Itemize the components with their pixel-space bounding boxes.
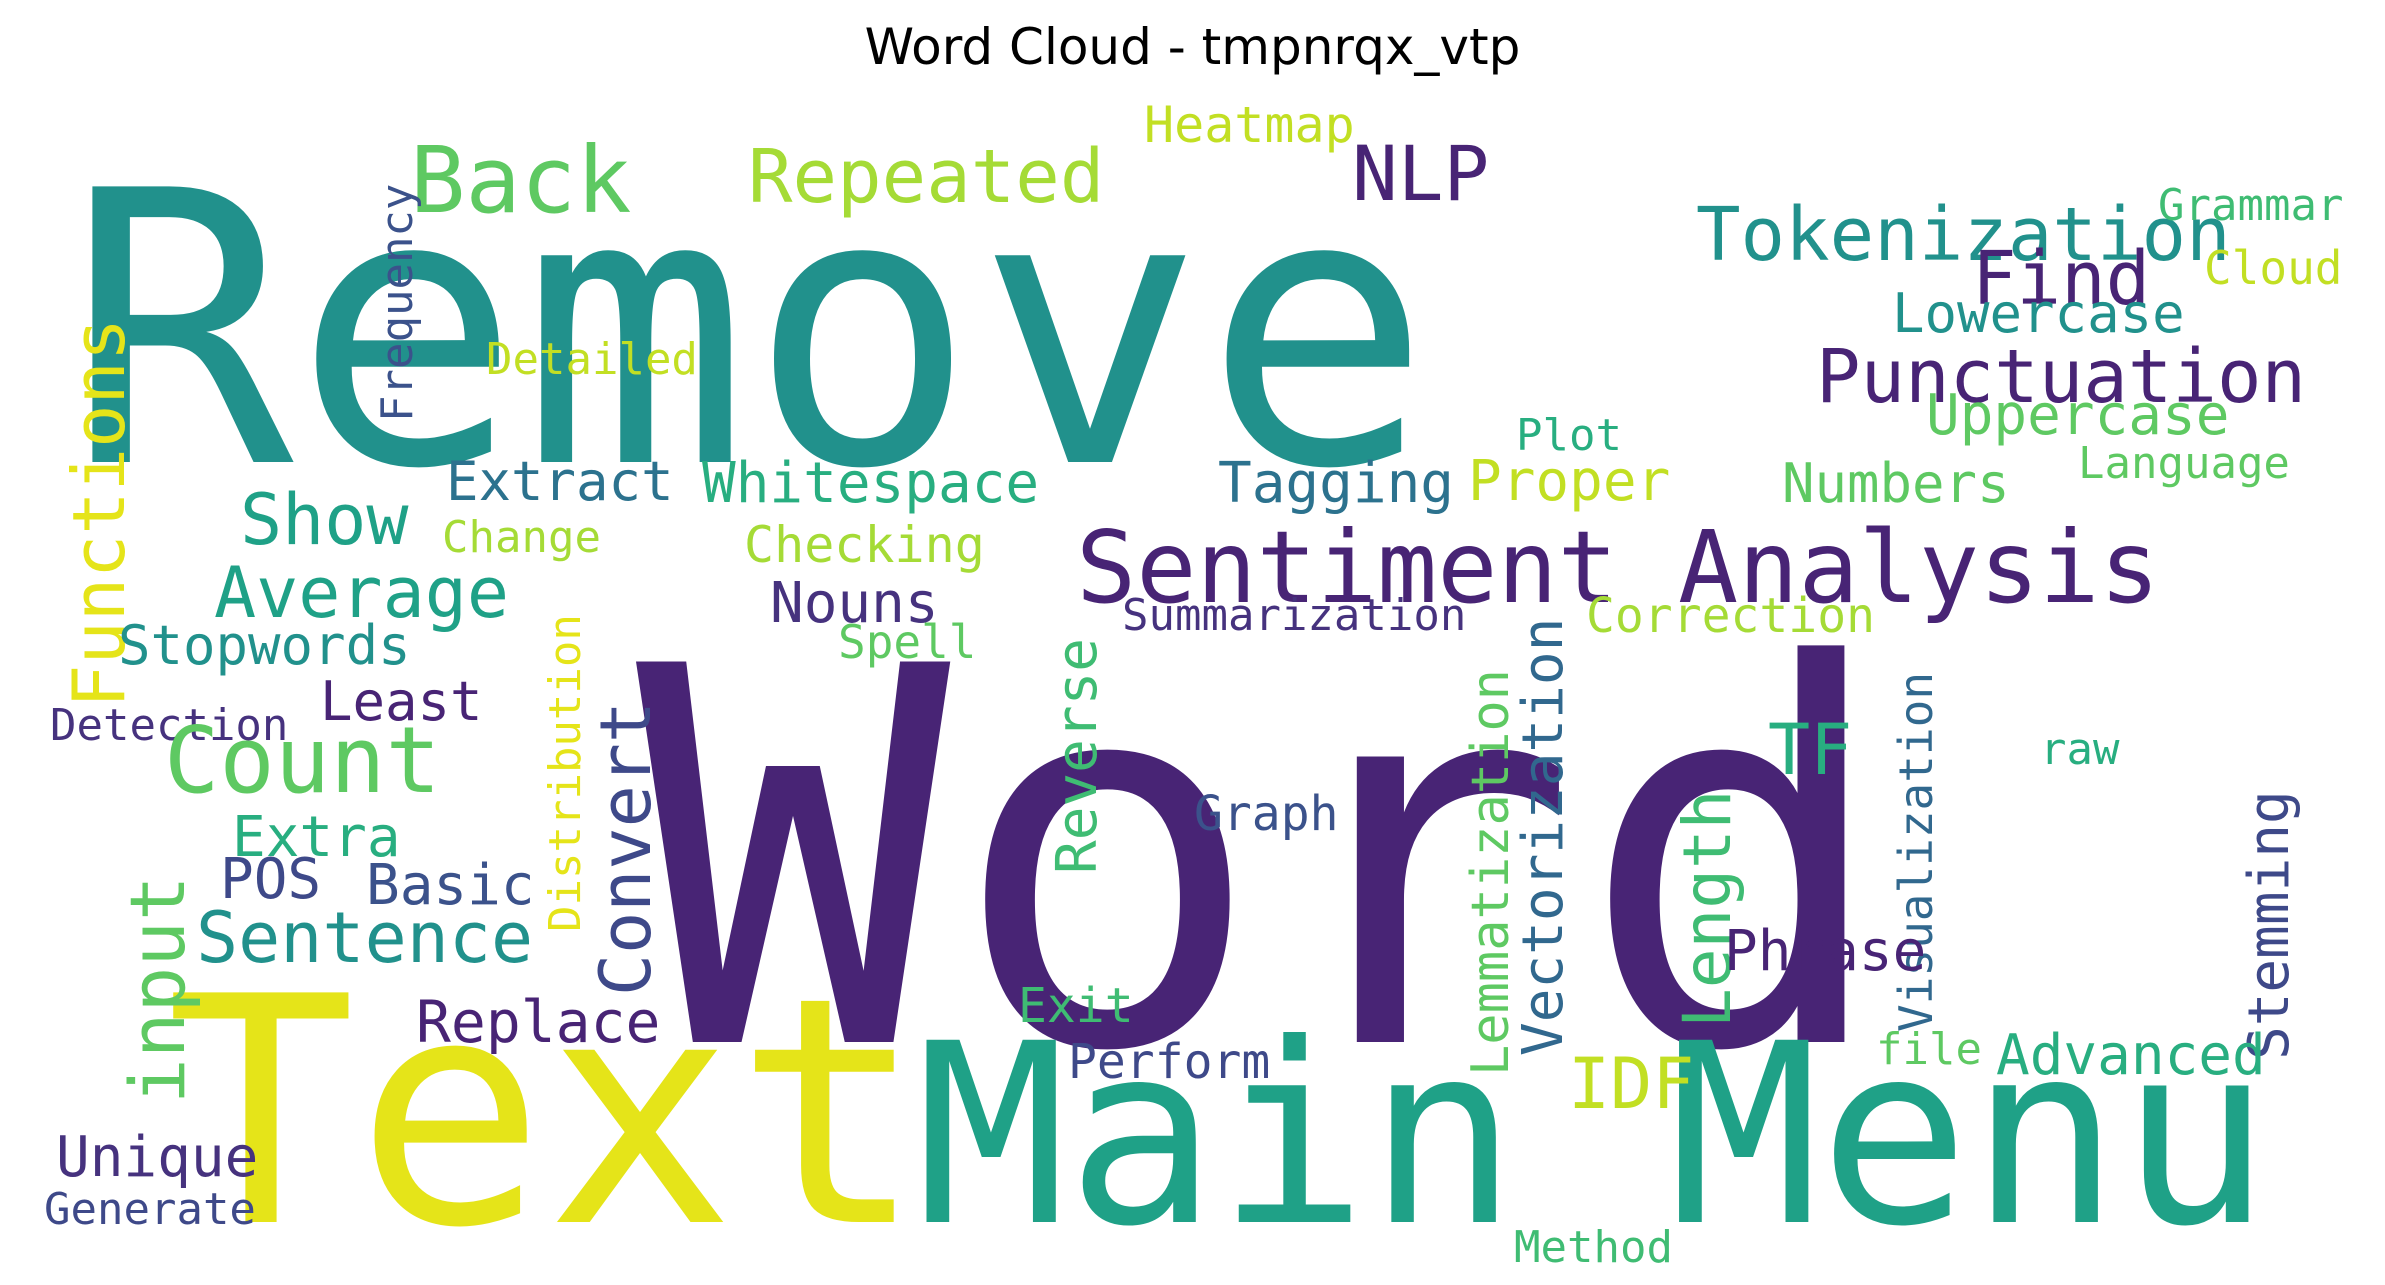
word-whitespace: Whitespace: [702, 451, 1039, 516]
word-detailed: Detailed: [486, 334, 698, 385]
chart-title: Word Cloud - tmpnrqx_vtp: [864, 18, 1521, 76]
word-cloud: Cloud: [2204, 241, 2342, 295]
word-proper: Proper: [1468, 449, 1670, 514]
word-plot: Plot: [1516, 410, 1622, 461]
word-summarization: Summarization: [1122, 590, 1466, 641]
word-checking: Checking: [744, 516, 985, 574]
word-unique: Unique: [56, 1125, 258, 1190]
word-find: Find: [1972, 236, 2150, 322]
word-punctuation: Punctuation: [1816, 334, 2306, 420]
word-phrase: Phrase: [1724, 919, 1926, 984]
word-sentiment-analysis: Sentiment Analysis: [1076, 509, 2160, 626]
word-file: file: [1876, 1024, 1982, 1075]
word-cloud: Remove Word Text Main Menu Sentiment Analysi…: [36, 92, 2352, 1277]
word-vectorization: Vectorization: [1511, 618, 1576, 1056]
word-tf: TF: [1768, 709, 1852, 791]
word-average: Average: [214, 552, 509, 634]
word-exit: Exit: [1018, 978, 1134, 1034]
word-remove: Remove: [66, 112, 1431, 552]
word-extract: Extract: [446, 450, 674, 513]
word-method: Method: [1514, 1222, 1673, 1273]
word-length: Length: [1669, 790, 1746, 1028]
word-generate: Generate: [44, 1184, 256, 1235]
word-detection: Detection: [50, 700, 288, 751]
word-frequency: Frequency: [372, 184, 423, 422]
word-lemmatization: Lemmatization: [1461, 669, 1521, 1076]
word-idf: IDF: [1568, 1043, 1694, 1125]
word-spell: Spell: [838, 615, 976, 669]
word-sentence: Sentence: [196, 897, 533, 979]
word-perform: Perform: [1068, 1034, 1270, 1090]
word-pos: POS: [220, 847, 321, 912]
word-word: Word: [636, 558, 1893, 1166]
word-uppercase: Uppercase: [1926, 383, 2229, 448]
word-replace: Replace: [416, 988, 660, 1056]
word-text: Text: [166, 931, 925, 1277]
word-extra: Extra: [232, 805, 401, 870]
word-heatmap: Heatmap: [1144, 96, 1355, 154]
word-correction: Correction: [1586, 588, 1875, 644]
word-main-menu: Main Menu: [916, 990, 2271, 1277]
word-show: Show: [240, 479, 409, 561]
word-language: Language: [2078, 438, 2290, 489]
word-lowercase: Lowercase: [1892, 282, 2185, 345]
word-grammar: Grammar: [2158, 180, 2343, 231]
word-tokenization: Tokenization: [1696, 192, 2231, 278]
word-functions: Functions: [57, 318, 141, 708]
word-convert: Convert: [585, 701, 667, 996]
word-tagging: Tagging: [1218, 451, 1454, 516]
word-advanced: Advanced: [1996, 1023, 2266, 1088]
word-least: Least: [320, 670, 483, 733]
word-stopwords: Stopwords: [118, 614, 411, 677]
word-input: input: [113, 875, 202, 1104]
word-basic: Basic: [366, 853, 535, 918]
word-nouns: Nouns: [770, 571, 939, 636]
word-repeated: Repeated: [748, 134, 1104, 220]
word-numbers: Numbers: [1782, 452, 2010, 515]
word-stemming: Stemming: [2237, 790, 2302, 1060]
word-reverse: Reverse: [1045, 638, 1110, 874]
word-raw: raw: [2040, 724, 2120, 775]
word-change: Change: [442, 512, 601, 563]
word-distribution: Distribution: [540, 614, 591, 932]
word-graph: Graph: [1194, 786, 1339, 842]
word-nlp: NLP: [1352, 129, 1489, 218]
word-count: Count: [164, 707, 441, 814]
word-back: Back: [410, 127, 632, 234]
word-visualization: Visualization: [1889, 672, 1943, 1032]
